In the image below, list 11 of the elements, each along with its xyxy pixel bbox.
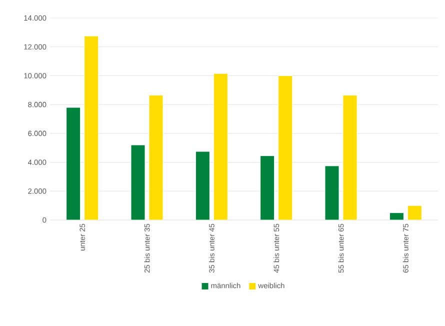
- bar: [84, 36, 99, 220]
- bar: [342, 94, 358, 220]
- bar: [213, 73, 228, 220]
- bar: [324, 166, 340, 220]
- bar: [130, 144, 146, 220]
- bar: [260, 156, 275, 220]
- bar: [407, 205, 422, 220]
- bar: [66, 107, 81, 220]
- bar: [278, 75, 293, 220]
- bar: [195, 151, 210, 220]
- bar: [148, 94, 164, 220]
